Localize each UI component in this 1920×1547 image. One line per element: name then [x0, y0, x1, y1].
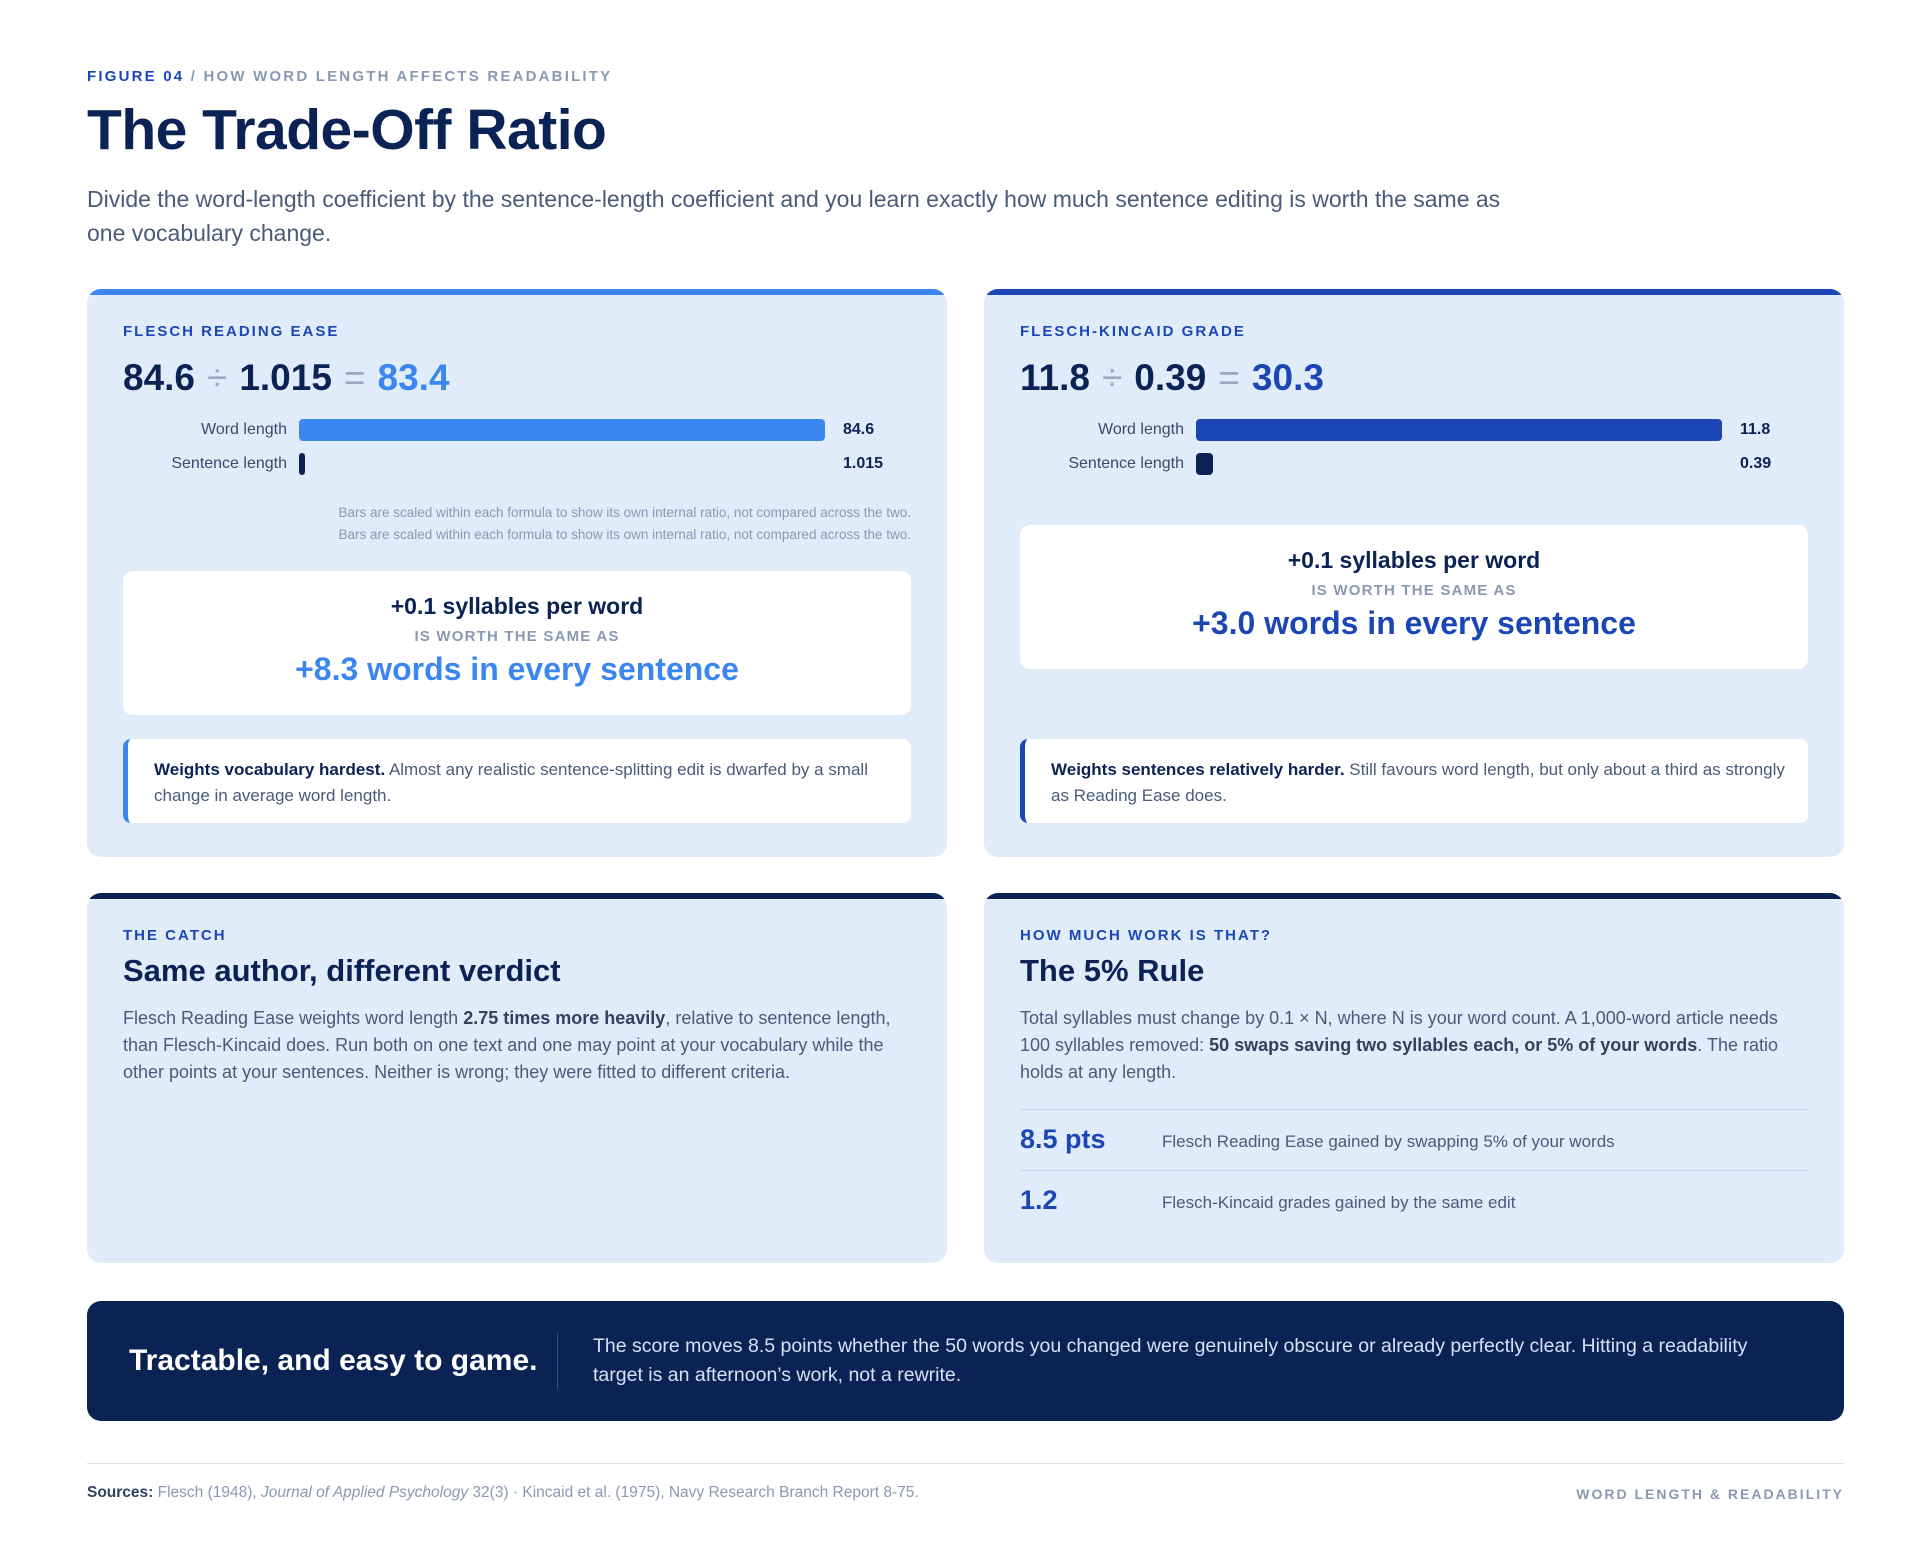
metric-value: 8.5 pts: [1020, 1124, 1106, 1154]
banner-text: The score moves 8.5 points whether the 5…: [593, 1335, 1748, 1386]
insight-callout: Weights vocabulary hardest. Almost any r…: [123, 739, 911, 823]
bar-row-word-length: Word length 84.6: [123, 419, 911, 441]
conclusion-banner: Tractable, and easy to game. The score m…: [87, 1301, 1844, 1421]
five-percent-rule-card: HOW MUCH WORK IS THAT? The 5% Rule Total…: [984, 893, 1844, 1263]
body-emphasis: 50 swaps saving two syllables each, or 5…: [1209, 1035, 1698, 1055]
equivalence-result: +8.3 words in every sentence: [295, 651, 739, 687]
bar-row-word-length: Word length 11.8: [1020, 419, 1808, 441]
card-heading: Same author, different verdict: [123, 953, 561, 988]
body-emphasis: 2.75 times more heavily: [463, 1008, 666, 1028]
flesch-kincaid-grade-card: FLESCH-KINCAID GRADE 11.8 ÷ 0.39 = 30.3 Word…: [984, 289, 1844, 857]
figure-kicker: FIGURE 04 / HOW WORD LENGTH AFFECTS READ…: [87, 68, 1833, 85]
metrics-list: 8.5 pts Flesch Reading Ease gained by sw…: [1020, 1109, 1808, 1231]
coefficient-bar-chart: Word length 84.6 Sentence length 1.015: [123, 419, 911, 489]
footer-series-label: WORD LENGTH & READABILITY: [1576, 1486, 1844, 1502]
source-text: Flesch (1948),: [153, 1484, 262, 1501]
ratio-equation: 11.8 ÷ 0.39 = 30.3: [1020, 357, 1324, 399]
card-body: Flesch Reading Ease weights word length …: [123, 1005, 911, 1086]
callout-bold: Weights vocabulary hardest.: [154, 760, 386, 779]
scale-note: Bars are scaled within each formula to s…: [338, 505, 911, 520]
page-title: The Trade-Off Ratio: [87, 98, 607, 162]
bar-label: Sentence length: [1068, 455, 1184, 472]
figure-number: FIGURE 04: [87, 68, 185, 85]
card-body: Total syllables must change by 0.1 × N, …: [1020, 1005, 1808, 1086]
bar-value-label: 84.6: [843, 421, 875, 438]
bar-label: Word length: [201, 421, 287, 438]
source-journal: Journal of Applied Psychology: [261, 1484, 469, 1501]
card-label: THE CATCH: [123, 927, 227, 944]
card-label: FLESCH READING EASE: [123, 323, 340, 340]
bar-word-length: [299, 419, 825, 441]
equivalence-top: +0.1 syllables per word: [390, 593, 644, 619]
equation-sentence-coefficient: 1.015: [239, 357, 332, 398]
bar-label: Word length: [1098, 421, 1184, 438]
equivalence-middle: IS WORTH THE SAME AS: [414, 628, 620, 645]
page-subtitle: Divide the word-length coefficient by th…: [87, 185, 1501, 246]
flesch-reading-ease-card: FLESCH READING EASE 84.6 ÷ 1.015 = 83.4 Word…: [87, 289, 947, 857]
bar-value-label: 1.015: [843, 455, 884, 472]
scale-note: Bars are scaled within each formula to s…: [338, 527, 911, 542]
card-label: HOW MUCH WORK IS THAT?: [1020, 927, 1273, 944]
metric-value: 1.2: [1020, 1185, 1058, 1215]
bar-word-length: [1196, 419, 1722, 441]
bar-row-sentence-length: Sentence length 0.39: [1020, 453, 1808, 475]
card-label: FLESCH-KINCAID GRADE: [1020, 323, 1246, 340]
bar-label: Sentence length: [171, 455, 287, 472]
sources-line: Sources: Flesch (1948), Journal of Appli…: [87, 1484, 919, 1502]
bar-sentence-length: [299, 453, 306, 475]
equation-word-coefficient: 11.8: [1020, 357, 1090, 398]
kicker-separator: /: [190, 68, 198, 85]
equation-result: 83.4: [377, 357, 450, 398]
equivalence-box: +0.1 syllables per word IS WORTH THE SAM…: [1020, 525, 1808, 669]
metric-description: Flesch Reading Ease gained by swapping 5…: [1162, 1132, 1615, 1151]
callout-bold: Weights sentences relatively harder.: [1051, 760, 1345, 779]
equivalence-top: +0.1 syllables per word: [1287, 547, 1541, 573]
body-text: . The ratio holds at any length.: [1020, 1035, 1778, 1082]
metric-description: Flesch-Kincaid grades gained by the same…: [1162, 1193, 1516, 1212]
body-text: , relative to sentence length, than Fles…: [123, 1008, 891, 1082]
source-text: 32(3) · Kincaid et al. (1975), Navy Rese…: [468, 1484, 919, 1501]
equation-word-coefficient: 84.6: [123, 357, 196, 398]
equals-symbol: =: [1218, 357, 1240, 398]
kicker-text: HOW WORD LENGTH AFFECTS READABILITY: [203, 68, 613, 85]
equivalence-result: +3.0 words in every sentence: [1192, 605, 1636, 641]
insight-callout: Weights sentences relatively harder. Sti…: [1020, 739, 1808, 823]
callout-text: Almost any realistic sentence-splitting …: [154, 760, 868, 805]
metric-row: 1.2 Flesch-Kincaid grades gained by the …: [1020, 1170, 1808, 1231]
banner-divider: [557, 1333, 558, 1389]
bar-sentence-length: [1196, 453, 1214, 475]
the-catch-card: THE CATCH Same author, different verdict…: [87, 893, 947, 1263]
bar-value-label: 11.8: [1740, 421, 1771, 438]
bar-row-sentence-length: Sentence length 1.015: [123, 453, 911, 475]
body-text: Total syllables must change by 0.1 × N, …: [1020, 1008, 1778, 1055]
ratio-equation: 84.6 ÷ 1.015 = 83.4: [123, 357, 450, 399]
banner-heading: Tractable, and easy to game.: [129, 1344, 538, 1377]
equivalence-box: +0.1 syllables per word IS WORTH THE SAM…: [123, 571, 911, 715]
equation-sentence-coefficient: 0.39: [1134, 357, 1207, 398]
bar-value-label: 0.39: [1740, 455, 1772, 472]
body-text: Flesch Reading Ease weights word length: [123, 1008, 464, 1028]
equation-result: 30.3: [1251, 357, 1324, 398]
divide-symbol: ÷: [207, 357, 228, 398]
equals-symbol: =: [343, 357, 366, 398]
divide-symbol: ÷: [1101, 357, 1123, 398]
metric-row: 8.5 pts Flesch Reading Ease gained by sw…: [1020, 1109, 1808, 1170]
callout-text: Still favours word length, but only abou…: [1051, 760, 1785, 805]
equivalence-middle: IS WORTH THE SAME AS: [1311, 582, 1517, 599]
footer-divider: [87, 1463, 1844, 1464]
card-heading: The 5% Rule: [1020, 953, 1205, 988]
coefficient-bar-chart: Word length 11.8 Sentence length 0.39: [1020, 419, 1808, 489]
sources-label: Sources:: [87, 1484, 154, 1501]
